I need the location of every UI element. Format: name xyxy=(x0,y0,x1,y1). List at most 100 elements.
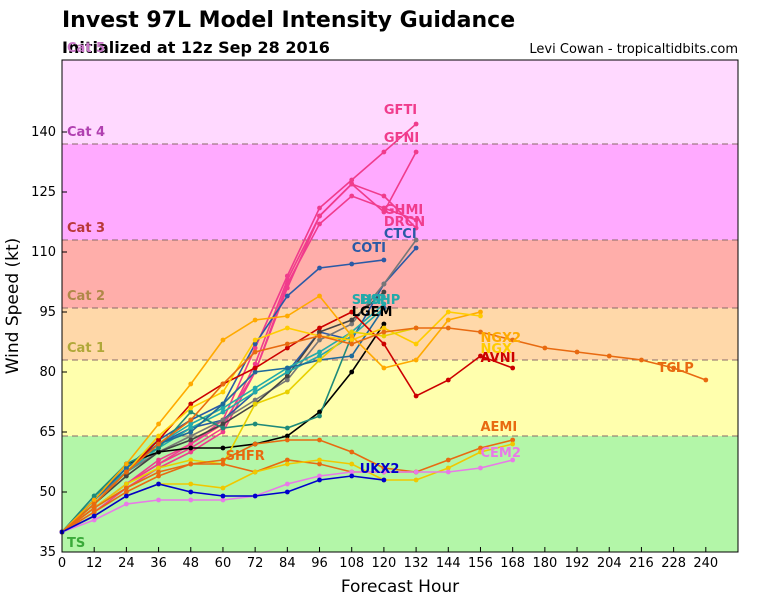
band-label-ts: TS xyxy=(67,536,85,551)
data-point-avni xyxy=(188,401,194,407)
data-point-ship xyxy=(381,301,387,307)
data-point-lgem xyxy=(156,449,161,455)
data-point-emxi xyxy=(123,481,129,487)
data-point-lgem xyxy=(284,433,290,439)
x-tick-label: 132 xyxy=(404,556,429,571)
y-tick-label: 50 xyxy=(39,485,56,500)
series-line-emxi xyxy=(61,327,417,533)
data-point-gfni xyxy=(252,361,258,367)
data-point-jma xyxy=(252,369,258,375)
y-tick-label: 80 xyxy=(39,365,56,380)
data-point-tclp xyxy=(478,329,483,335)
data-point-ghmi xyxy=(284,281,290,287)
data-point-jma xyxy=(220,401,226,407)
data-point-cmc xyxy=(317,413,322,419)
data-point-aemi xyxy=(317,461,322,467)
data-point-ngx2 xyxy=(317,293,322,299)
series-line-shfr xyxy=(61,439,417,533)
data-point-cmc xyxy=(252,421,258,427)
data-point-shfr xyxy=(284,437,290,443)
data-point-tclp xyxy=(220,381,226,387)
data-point-ngx2 xyxy=(123,461,129,467)
data-point-ofcl xyxy=(349,321,355,327)
data-point-gfni xyxy=(381,209,387,215)
data-point-drcn xyxy=(349,181,355,187)
data-point-shfr xyxy=(123,485,129,491)
x-axis-label: Forecast Hour xyxy=(341,577,459,597)
series-label-ctci: CTCI xyxy=(384,227,417,242)
data-point-aemi xyxy=(123,489,129,495)
data-point-avni xyxy=(349,309,355,315)
data-point-ngx2 xyxy=(413,357,419,363)
data-point-shfr xyxy=(317,437,322,443)
data-point-ofcl xyxy=(220,417,226,423)
data-point-ngx xyxy=(381,325,387,331)
x-tick-label: 48 xyxy=(182,556,199,571)
x-tick-label: 36 xyxy=(150,556,167,571)
category-bands xyxy=(62,60,738,552)
data-point-hwrf xyxy=(220,421,226,427)
data-point-dshp xyxy=(284,369,290,375)
data-point-ghmi xyxy=(349,193,355,199)
data-point-tclp xyxy=(284,341,290,347)
data-point-cem2 xyxy=(445,469,451,475)
band-cat-3 xyxy=(62,240,738,308)
data-point-ukx2 xyxy=(123,493,129,499)
chart-subtitle: Initialized at 12z Sep 28 2016 xyxy=(62,38,330,57)
x-tick-label: 24 xyxy=(118,556,135,571)
data-point-ship xyxy=(317,349,322,355)
x-tick-label: 120 xyxy=(371,556,396,571)
data-point-avni xyxy=(478,353,483,359)
data-point-ukx2 xyxy=(349,473,355,479)
data-point-emxi xyxy=(156,465,161,471)
data-point-ukx2 xyxy=(220,493,226,499)
x-tick-label: 180 xyxy=(532,556,557,571)
data-point-ctci xyxy=(413,245,419,251)
series-label-lgem: LGEM xyxy=(352,305,393,320)
data-point-ngx xyxy=(252,337,258,343)
data-point-drcn xyxy=(317,213,322,219)
y-axis-label: Wind Speed (kt) xyxy=(3,238,23,375)
series-label-ukx2: UKX2 xyxy=(360,462,400,477)
data-point-ofcl xyxy=(381,281,387,287)
x-tick-label: 108 xyxy=(339,556,364,571)
data-point-emxi xyxy=(188,457,194,463)
band-label-cat-2: Cat 2 xyxy=(67,289,105,304)
x-tick-label: 228 xyxy=(661,556,686,571)
data-point-avni xyxy=(413,393,419,399)
data-point-coti xyxy=(284,293,290,299)
data-point-hwrf xyxy=(284,373,290,379)
data-point-emxi xyxy=(349,329,355,335)
data-point-gfti xyxy=(381,149,387,155)
data-point-tclp xyxy=(606,353,612,359)
data-point-lgem xyxy=(317,409,322,415)
data-point-lgem xyxy=(220,445,226,451)
data-point-shfr xyxy=(91,505,97,511)
data-point-shfr xyxy=(156,469,161,475)
data-point-coti xyxy=(381,257,387,263)
data-point-aemn xyxy=(220,485,226,491)
data-point-lgem xyxy=(188,445,194,451)
y-tick-label: 35 xyxy=(39,545,56,560)
series-line-ngx2 xyxy=(61,294,481,533)
data-point-coti xyxy=(252,341,258,347)
plot-frame xyxy=(61,59,739,553)
data-point-ngx2 xyxy=(284,313,290,319)
data-point-ofcl xyxy=(188,433,194,439)
data-point-ukx2 xyxy=(284,489,290,495)
band-label-cat-5: Cat 5 xyxy=(67,41,105,56)
data-point-tclp xyxy=(317,333,322,339)
data-point-cem2 xyxy=(91,517,97,523)
band-label-cat-3: Cat 3 xyxy=(67,221,105,236)
chart-title: Invest 97L Model Intensity Guidance xyxy=(62,8,516,33)
data-point-ukx2 xyxy=(188,489,194,495)
data-point-gfni xyxy=(284,277,290,283)
data-point-aemi xyxy=(91,509,97,515)
data-point-ngx xyxy=(220,389,226,395)
data-point-ngx2 xyxy=(91,497,97,503)
data-point-ngx2 xyxy=(445,317,451,323)
data-point-ofcl xyxy=(284,377,290,383)
data-point-ukx2 xyxy=(381,477,387,483)
band-cat-5 xyxy=(62,60,738,144)
